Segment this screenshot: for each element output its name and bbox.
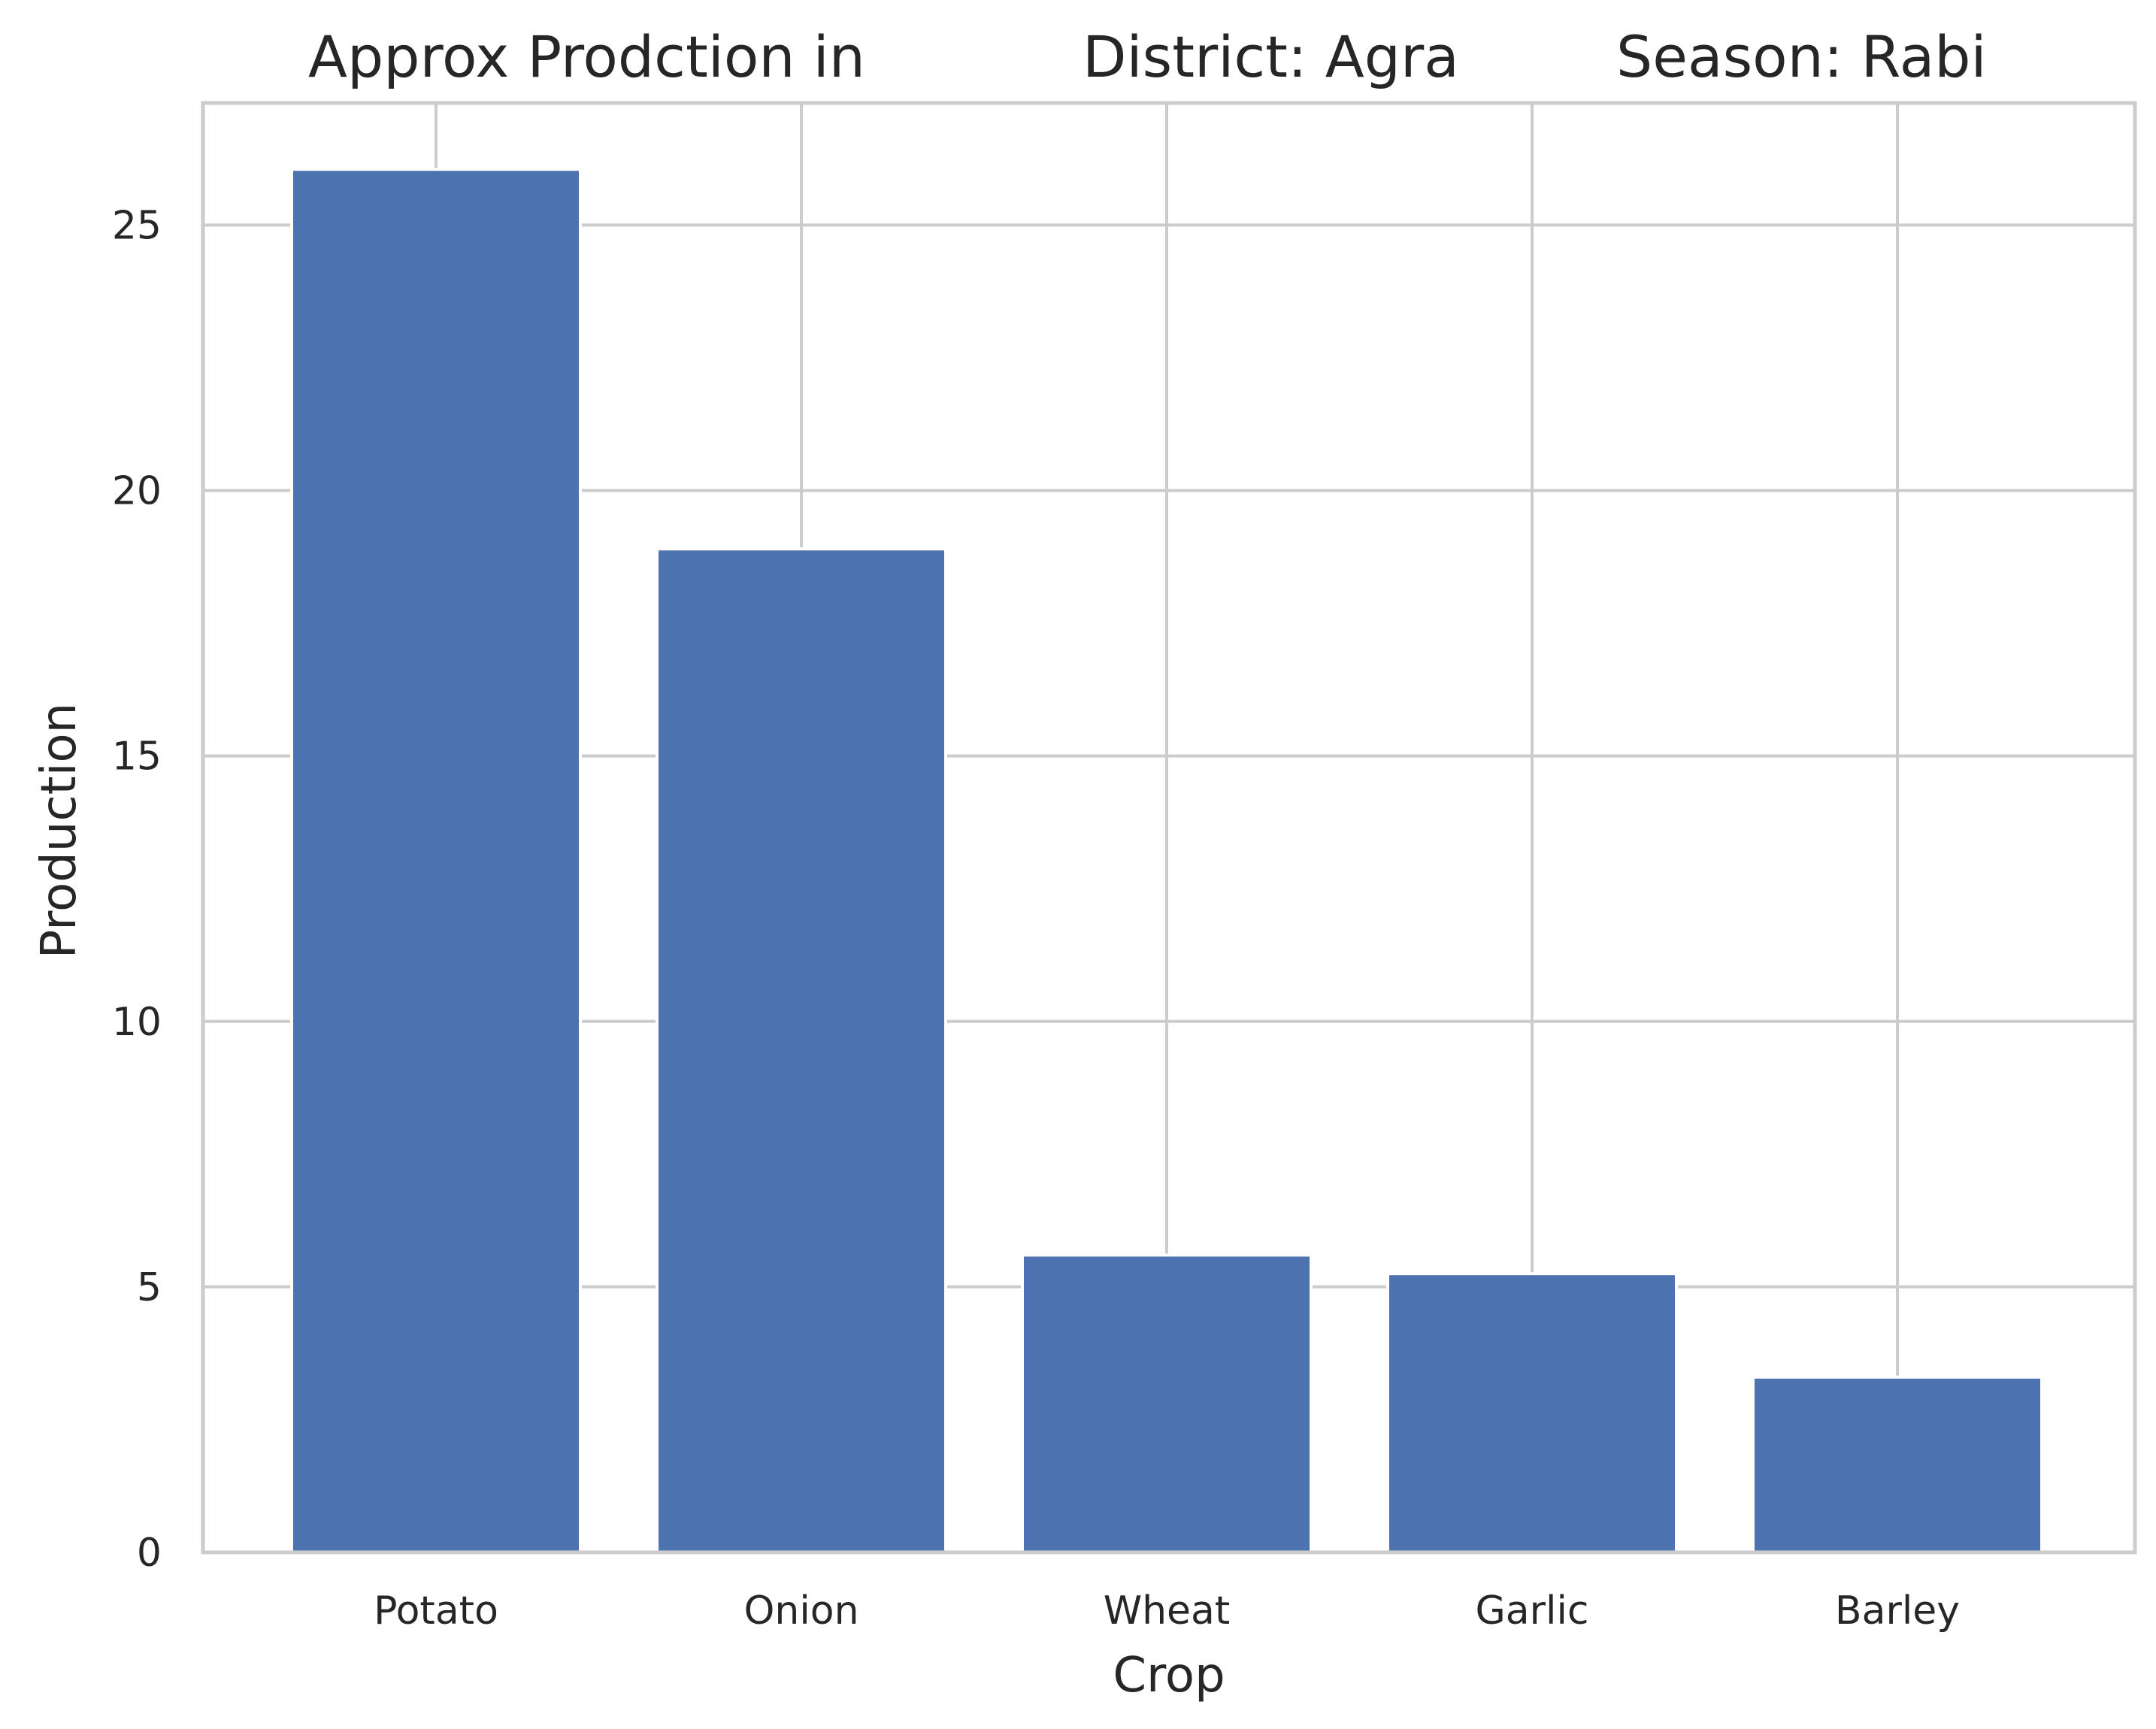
bar-garlic [1386,1272,1678,1554]
y-tick-label: 10 [112,1000,162,1045]
x-tick-label: Wheat [1104,1588,1231,1634]
x-tick-labels: Potato Onion Wheat Garlic Barley [374,1588,1960,1634]
y-axis-label: Production [32,703,87,959]
plot-frame [201,101,2137,1555]
x-tick-label: Potato [374,1588,498,1634]
x-tick-label: Garlic [1475,1588,1588,1634]
bars [290,168,2043,1555]
y-tick-labels: 0 5 10 15 20 25 [112,203,162,1576]
y-tick-label: 25 [112,203,162,248]
x-tick-label: Barley [1835,1588,1960,1634]
y-tick-label: 5 [137,1265,162,1310]
x-axis-label: Crop [1113,1648,1225,1703]
y-tick-label: 20 [112,469,162,514]
x-tick-label: Onion [743,1588,858,1634]
y-tick-label: 0 [137,1531,162,1576]
chart-title-part-3: Season: Rabi [1616,23,1987,90]
chart-title-part-2: District: Agra [1083,23,1459,90]
bar-onion [656,547,947,1555]
bar-barley [1752,1375,2043,1555]
bar-potato [290,168,582,1554]
y-tick-label: 15 [112,734,162,780]
chart-title-part-1: Approx Prodction in [308,23,865,90]
bar-wheat [1021,1253,1313,1554]
